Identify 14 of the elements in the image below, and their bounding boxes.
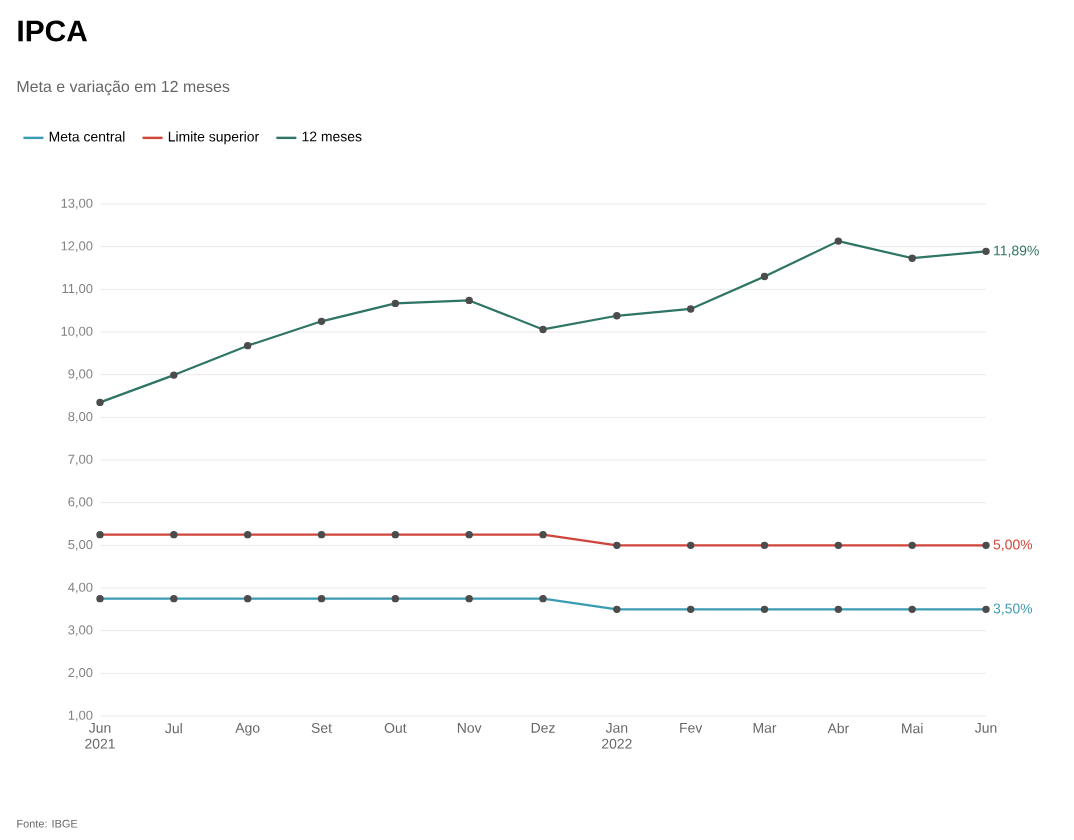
point bbox=[982, 247, 990, 256]
point bbox=[760, 272, 769, 281]
point bbox=[243, 341, 252, 350]
point bbox=[96, 398, 104, 407]
point bbox=[391, 299, 400, 308]
chart-title: IPCA bbox=[18, 20, 88, 42]
point bbox=[317, 317, 326, 326]
point bbox=[465, 296, 473, 305]
point bbox=[834, 237, 843, 245]
point bbox=[686, 305, 695, 313]
point bbox=[908, 254, 916, 262]
point bbox=[539, 325, 547, 334]
point bbox=[170, 371, 178, 379]
point bbox=[613, 312, 621, 320]
